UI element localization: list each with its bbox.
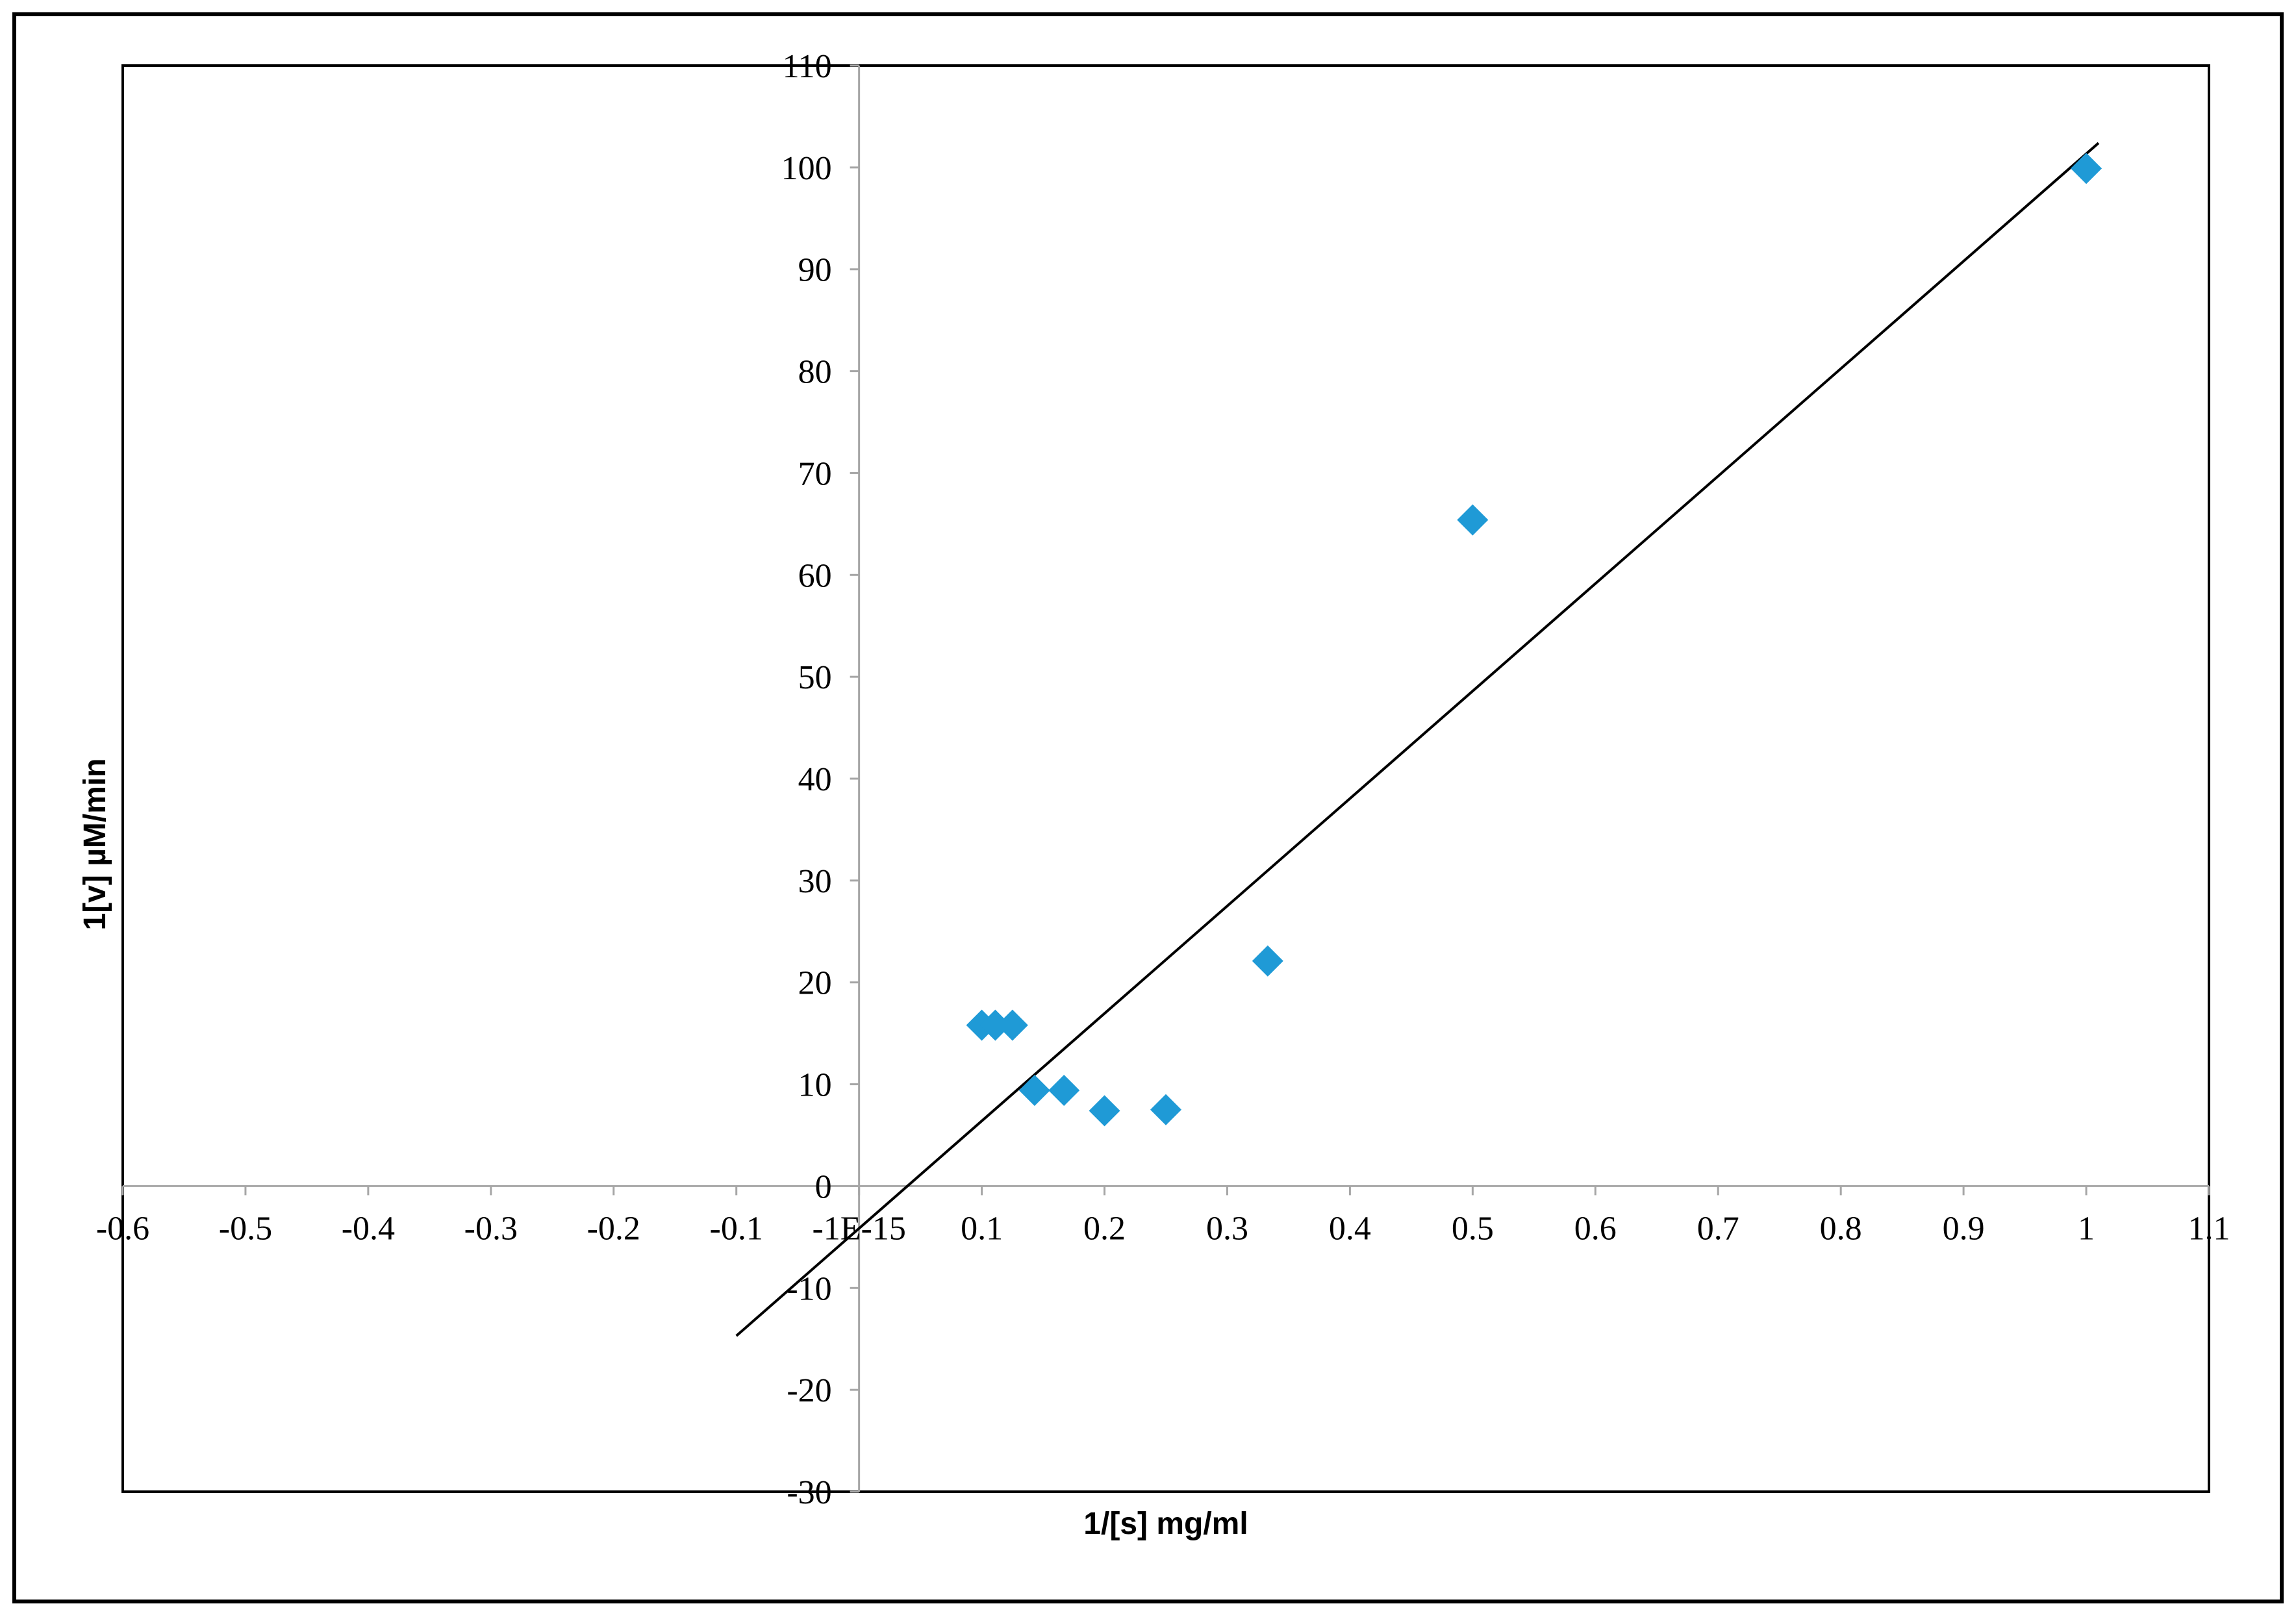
x-tick-label: -0.4 [342,1210,395,1247]
x-tick-label: -1E-15 [812,1210,905,1247]
x-tick-label: 1.1 [2188,1210,2230,1247]
x-tick-label: -0.5 [219,1210,272,1247]
y-tick-label: 80 [798,354,832,391]
y-tick-label: 110 [783,48,832,85]
data-point [1252,945,1283,977]
trendline [735,142,2100,1337]
y-tick-label: 50 [798,659,832,696]
plot-area-border [121,64,2210,1493]
y-tick-label: 100 [781,150,832,187]
x-tick-label: 0.4 [1329,1210,1371,1247]
data-point [1150,1094,1181,1125]
points-layer [966,153,2102,1127]
data-point [1089,1095,1120,1127]
data-point [1018,1074,1050,1106]
x-tick-label: 0.6 [1574,1210,1617,1247]
y-tick-label: -20 [787,1372,831,1409]
x-tick-label: -0.6 [96,1210,149,1247]
y-tick-label: 60 [798,557,832,594]
data-point [1457,504,1489,536]
y-tick-label: 0 [815,1168,832,1205]
x-tick-label: 0.2 [1083,1210,1126,1247]
data-point [2071,153,2102,184]
x-tick-label: 0.5 [1452,1210,1494,1247]
y-tick-label: 90 [798,252,832,289]
y-tick-label: 20 [798,965,832,1002]
x-tick-label: -0.3 [464,1210,518,1247]
y-tick-label: 70 [798,455,832,492]
axes-layer [121,64,2210,1493]
y-tick-label: -10 [787,1270,831,1307]
data-point [1048,1074,1080,1106]
outer-border [12,12,2284,1603]
x-tick-label: 1 [2078,1210,2095,1247]
data-point [996,1009,1028,1041]
tick-labels-layer: -0.6 -0.5 -0.4 -0.3 -0.2 -0.1 -1E-15 0.1 0.2 0.3 0… [96,48,2230,1511]
x-axis-title: 1/[s] mg/ml [1083,1507,1248,1541]
data-point [979,1009,1011,1041]
x-tick-label: -0.2 [587,1210,640,1247]
x-tick-label: 0.9 [1943,1210,1985,1247]
x-tick-label: -0.1 [710,1210,763,1247]
trendline-layer [735,142,2100,1337]
y-tick-label: -30 [787,1474,831,1511]
x-tick-label: 0.8 [1820,1210,1862,1247]
x-tick-label: 0.7 [1697,1210,1739,1247]
x-tick-label: 0.1 [961,1210,1003,1247]
y-tick-label: 40 [798,761,832,798]
y-tick-label: 30 [798,863,832,900]
y-axis-title: 1[v] µM/min [78,758,112,930]
x-tick-label: 0.3 [1206,1210,1248,1247]
y-tick-label: 10 [798,1067,832,1104]
